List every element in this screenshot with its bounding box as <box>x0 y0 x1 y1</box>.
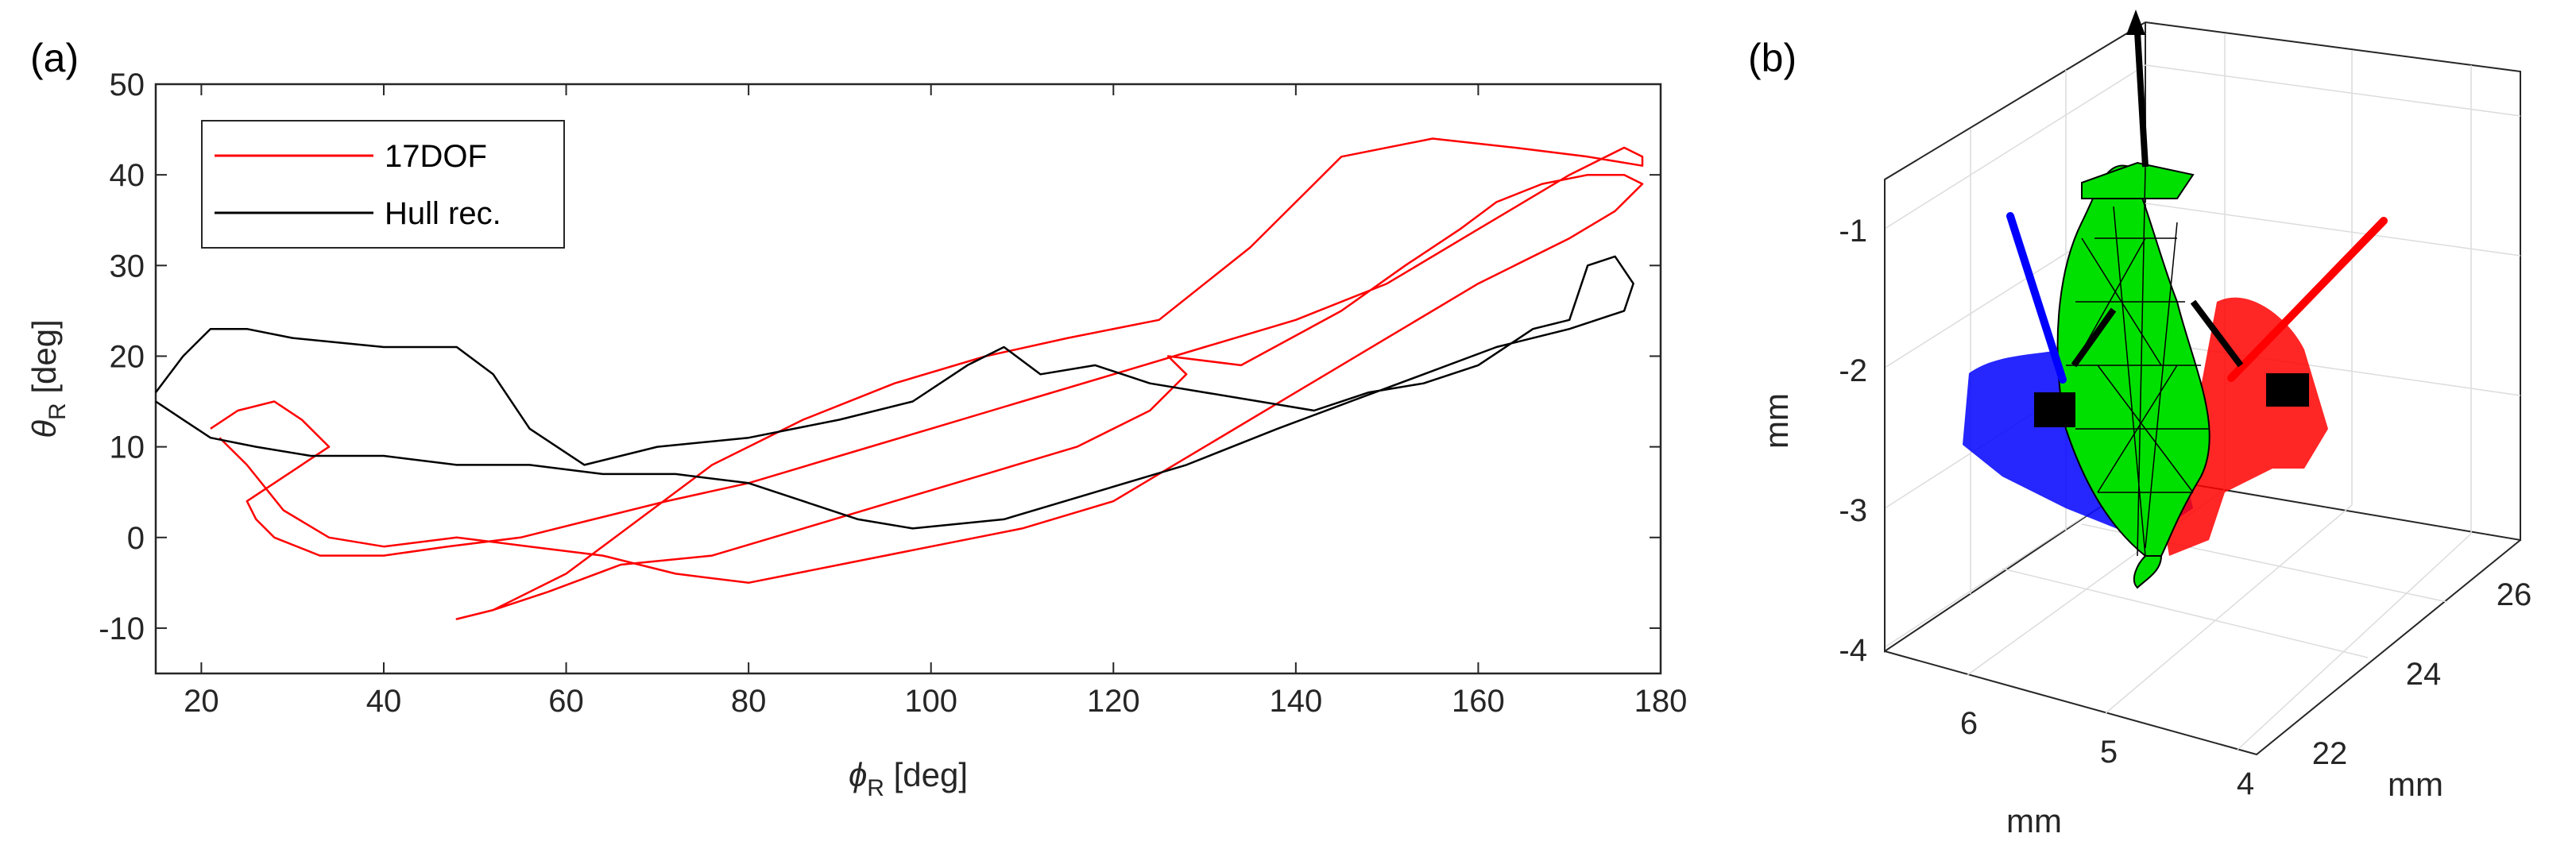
x-tick-label: 4 <box>2237 766 2254 801</box>
left-wing-vector <box>2006 212 2067 384</box>
x-tick-label: 6 <box>1960 706 1978 741</box>
legend: 17DOF Hull rec. <box>201 120 565 249</box>
y-tick-label: 24 <box>2406 657 2442 692</box>
x-tick-label: 140 <box>1269 684 1322 719</box>
z-tick-label: -2 <box>1839 353 1867 388</box>
legend-label-hull: Hull rec. <box>385 196 501 231</box>
x-tick-label: 5 <box>2100 735 2118 770</box>
legend-label-17dof: 17DOF <box>385 139 487 174</box>
panel-a-ticks: 20 40 60 80 100 120 140 160 180 -10 0 10 20 30 40 50 <box>99 68 1687 719</box>
panel-b-x-ticks: 6 5 4 <box>1960 706 2254 801</box>
y-tick-label: 10 <box>110 430 145 465</box>
y-tick-label: 50 <box>110 68 145 102</box>
y-tick-label: 40 <box>110 158 145 193</box>
x-tick-label: 100 <box>904 684 957 719</box>
panel-b-z-label: mm <box>1758 393 1795 449</box>
legend-box <box>201 120 565 249</box>
z-tick-label: -1 <box>1839 214 1867 249</box>
right-wing-cloud <box>2161 297 2328 556</box>
x-axis-label: ϕR [deg] <box>849 756 968 801</box>
wing-vectors <box>2006 212 2388 427</box>
x-tick-label: 40 <box>366 684 402 719</box>
panel-b-y-label: mm <box>2388 766 2443 803</box>
y-tick-label: 20 <box>110 339 145 374</box>
y-tick-label: 30 <box>110 249 145 284</box>
left-hinge-line <box>2071 307 2117 368</box>
x-tick-label: 20 <box>184 684 219 719</box>
series-line-17dof <box>210 137 1644 620</box>
right-wing-vector <box>2227 217 2388 382</box>
z-tick-label: -4 <box>1839 633 1867 668</box>
fly-body-mesh <box>2056 161 2210 589</box>
panel-b-z-ticks: -1 -2 -3 -4 <box>1839 214 1867 668</box>
x-tick-label: 120 <box>1087 684 1140 719</box>
panel-b-x-label: mm <box>2006 802 2062 839</box>
arrow-head-icon <box>2126 10 2145 35</box>
y-tick-label: 0 <box>127 521 145 556</box>
x-tick-label: 180 <box>1634 684 1688 719</box>
y-tick-label: 26 <box>2497 577 2532 612</box>
panel-a-series <box>155 137 1644 620</box>
right-hinge-marker <box>2266 373 2309 407</box>
right-hinge-line <box>2190 299 2244 368</box>
left-hinge-marker <box>2034 392 2075 427</box>
x-tick-label: 80 <box>731 684 767 719</box>
panel-b-label: (b) <box>1748 36 1797 80</box>
x-tick-label: 160 <box>1452 684 1505 719</box>
panel-a-label: (a) <box>30 36 79 80</box>
panel-b-y-ticks: 22 24 26 <box>2312 577 2532 771</box>
z-tick-label: -3 <box>1839 493 1867 528</box>
x-tick-label: 60 <box>548 684 584 719</box>
y-tick-label: -10 <box>99 612 145 646</box>
y-axis-label: θR [deg] <box>25 319 71 438</box>
y-tick-label: 22 <box>2312 736 2348 771</box>
series-line-hull-rec <box>155 255 1634 530</box>
body-axis-arrow <box>2126 10 2149 168</box>
floor-front-edges <box>1884 539 2521 756</box>
